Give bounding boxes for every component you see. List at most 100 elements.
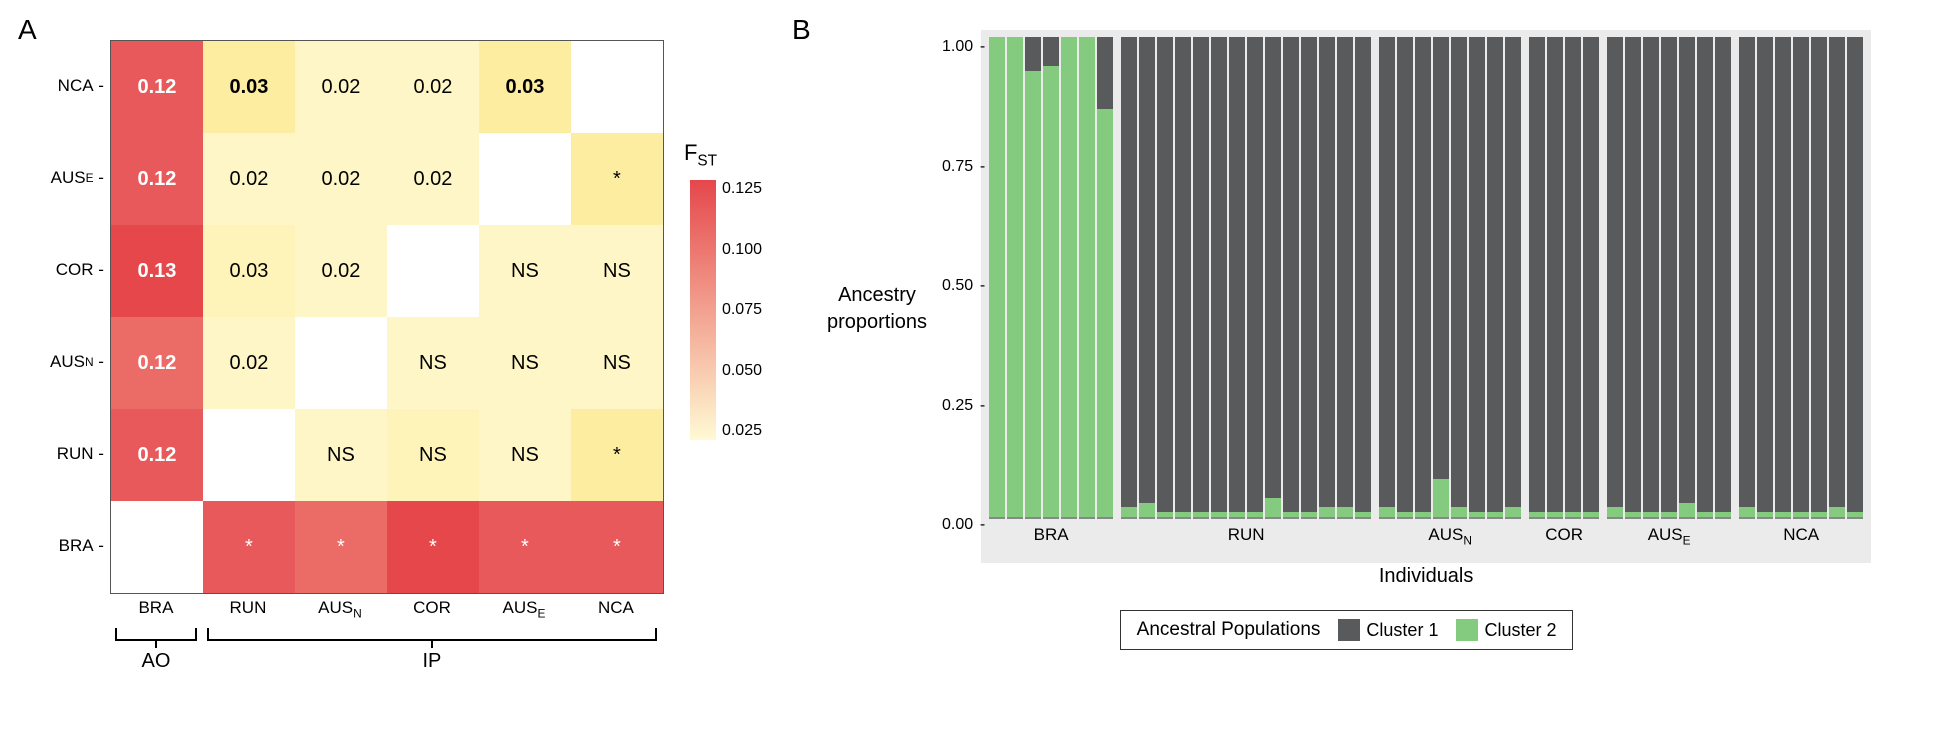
heatmap-cell: 0.02 bbox=[295, 225, 387, 317]
legend-item: Cluster 1 bbox=[1338, 619, 1438, 641]
segment-cluster2 bbox=[1139, 503, 1155, 517]
heatmap-cell: * bbox=[571, 501, 663, 593]
heatmap-cell: 0.12 bbox=[111, 41, 203, 133]
segment-cluster1 bbox=[1193, 37, 1209, 512]
facet: BRA bbox=[988, 39, 1114, 555]
individual-bar bbox=[1043, 37, 1059, 519]
facet: NCA bbox=[1738, 39, 1864, 555]
fst-legend-title: FST bbox=[684, 140, 762, 170]
heatmap-cell: 0.03 bbox=[479, 41, 571, 133]
segment-cluster1 bbox=[1319, 37, 1335, 507]
segment-cluster2 bbox=[1583, 512, 1599, 517]
segment-cluster2 bbox=[1355, 512, 1371, 517]
legend-swatch bbox=[1338, 619, 1360, 641]
individual-bar bbox=[1175, 37, 1191, 519]
heatmap-cell: NS bbox=[571, 317, 663, 409]
facet-row: BRARUNAUSNCORAUSENCA bbox=[981, 30, 1871, 563]
segment-cluster2 bbox=[1775, 512, 1791, 517]
segment-cluster1 bbox=[1775, 37, 1791, 512]
panel-b: B Ancestryproportions 1.000.750.500.250.… bbox=[822, 20, 1871, 650]
segment-cluster2 bbox=[1319, 507, 1335, 517]
panel-b-label: B bbox=[792, 14, 811, 46]
segment-cluster2 bbox=[1229, 512, 1245, 517]
region-group: AO bbox=[110, 628, 202, 673]
facet-plot bbox=[1120, 39, 1372, 519]
heatmap-wrap: NCA -AUSE -COR -AUSN -RUN -BRA - 0.12 0.0… bbox=[50, 40, 762, 673]
segment-cluster2 bbox=[1679, 503, 1695, 517]
legend-tick: 0.125 bbox=[722, 180, 762, 198]
heatmap-cell: 0.13 bbox=[111, 225, 203, 317]
legend-tick: 0.050 bbox=[722, 362, 762, 380]
individual-bar bbox=[1829, 37, 1845, 519]
individual-bar bbox=[1265, 37, 1281, 519]
segment-cluster2 bbox=[1379, 507, 1395, 517]
heatmap-x-labels: BRARUNAUSNCORAUSENCA bbox=[110, 598, 664, 620]
individual-bar bbox=[1715, 37, 1731, 519]
segment-cluster1 bbox=[1415, 37, 1431, 512]
segment-cluster1 bbox=[1469, 37, 1485, 512]
segment-cluster1 bbox=[1451, 37, 1467, 507]
individual-bar bbox=[1097, 37, 1113, 519]
facet-label: NCA bbox=[1738, 519, 1864, 555]
heatmap-y-labels: NCA -AUSE -COR -AUSN -RUN -BRA - bbox=[50, 40, 104, 592]
heatmap-cell: NS bbox=[479, 225, 571, 317]
segment-cluster2 bbox=[1247, 512, 1263, 517]
facet-plot bbox=[1606, 39, 1732, 519]
heatmap-xlabel: COR bbox=[386, 598, 478, 620]
segment-cluster1 bbox=[1097, 37, 1113, 109]
y-tick: 0.75 bbox=[942, 158, 973, 176]
individual-bar bbox=[1565, 37, 1581, 519]
heatmap-cell bbox=[111, 501, 203, 593]
individual-bar bbox=[1415, 37, 1431, 519]
panel-a: A NCA -AUSE -COR -AUSN -RUN -BRA - 0.120… bbox=[20, 20, 762, 673]
segment-cluster2 bbox=[1529, 512, 1545, 517]
individual-bar bbox=[1661, 37, 1677, 519]
segment-cluster2 bbox=[1061, 37, 1077, 517]
fst-legend: FST 0.1250.1000.0750.0500.025 bbox=[690, 140, 762, 440]
heatmap-cell: 0.02 bbox=[387, 133, 479, 225]
segment-cluster2 bbox=[1397, 512, 1413, 517]
segment-cluster2 bbox=[1433, 479, 1449, 517]
segment-cluster2 bbox=[1793, 512, 1809, 517]
heatmap-cell bbox=[387, 225, 479, 317]
individual-bar bbox=[1355, 37, 1371, 519]
segment-cluster2 bbox=[1301, 512, 1317, 517]
heatmap-cell: * bbox=[479, 501, 571, 593]
facet: COR bbox=[1528, 39, 1600, 555]
bracket-icon bbox=[110, 628, 202, 648]
heatmap-cell bbox=[571, 41, 663, 133]
heatmap-cell: NS bbox=[571, 225, 663, 317]
segment-cluster1 bbox=[1757, 37, 1773, 512]
segment-cluster1 bbox=[1301, 37, 1317, 512]
individual-bar bbox=[1583, 37, 1599, 519]
segment-cluster2 bbox=[1265, 498, 1281, 517]
heatmap-xlabel: BRA bbox=[110, 598, 202, 620]
heatmap-ylabel: AUSN - bbox=[50, 316, 104, 408]
facet-plot bbox=[1378, 39, 1522, 519]
facet-label: COR bbox=[1528, 519, 1600, 555]
legend-tick: 0.100 bbox=[722, 241, 762, 259]
segment-cluster2 bbox=[1829, 507, 1845, 517]
segment-cluster2 bbox=[1643, 512, 1659, 517]
heatmap-xlabel: AUSN bbox=[294, 598, 386, 620]
heatmap-grid: 0.120.030.020.020.030.120.020.020.02*0.1… bbox=[110, 40, 664, 594]
segment-cluster2 bbox=[1007, 37, 1023, 517]
segment-cluster1 bbox=[1793, 37, 1809, 512]
segment-cluster1 bbox=[1025, 37, 1041, 71]
heatmap-ylabel: BRA - bbox=[50, 500, 104, 592]
segment-cluster2 bbox=[1625, 512, 1641, 517]
barchart-wrap: Ancestryproportions 1.000.750.500.250.00… bbox=[822, 30, 1871, 588]
heatmap-ylabel: AUSE - bbox=[50, 132, 104, 224]
figure-root: A NCA -AUSE -COR -AUSN -RUN -BRA - 0.120… bbox=[20, 20, 1940, 673]
individual-bar bbox=[1007, 37, 1023, 519]
segment-cluster1 bbox=[1547, 37, 1563, 512]
heatmap-ylabel: COR - bbox=[50, 224, 104, 316]
heatmap-cell bbox=[479, 133, 571, 225]
individual-bar bbox=[1757, 37, 1773, 519]
individual-bar bbox=[1397, 37, 1413, 519]
segment-cluster1 bbox=[1811, 37, 1827, 512]
y-tick: 0.50 bbox=[942, 277, 973, 295]
heatmap-ylabel: NCA - bbox=[50, 40, 104, 132]
heatmap-cell bbox=[203, 409, 295, 501]
segment-cluster1 bbox=[1529, 37, 1545, 512]
